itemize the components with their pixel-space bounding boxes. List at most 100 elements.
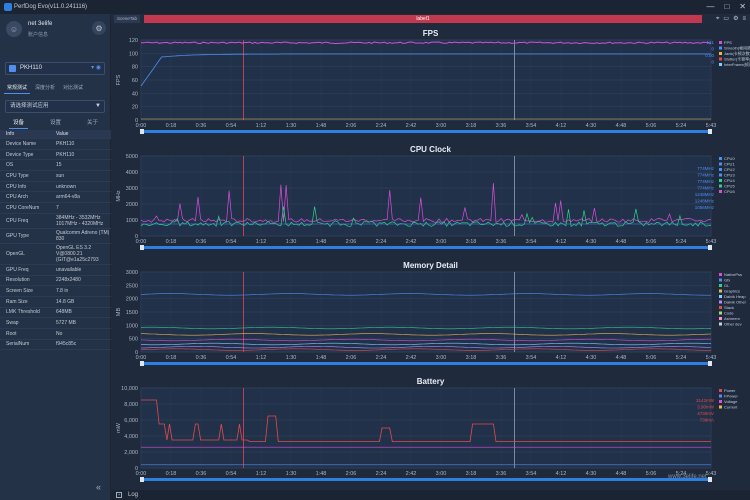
settings-gear-icon[interactable]: ⚙ [92, 21, 106, 35]
series-line [140, 53, 711, 87]
legend-entry: Other dev [724, 322, 742, 327]
app-logo-icon [4, 3, 12, 11]
minimize-button[interactable]: — [706, 2, 715, 11]
tab-settings[interactable]: 设置 [49, 120, 61, 126]
tab-device[interactable]: 设备 [8, 118, 28, 129]
x-tick-label: 4:30 [586, 123, 597, 129]
info-value: PKH110 [56, 151, 75, 158]
tab-compare-test[interactable]: 对比测试 [63, 85, 84, 91]
legend-entry: Gfx [724, 278, 730, 283]
caret-down-icon: ▼ [95, 103, 101, 109]
chart-title: CPU Clock [410, 145, 451, 154]
legend-entry: Dalvik Other [724, 300, 747, 305]
table-row: Device Type PKH110 [0, 150, 111, 161]
table-row: Screen Size 7.8 in [0, 286, 111, 297]
info-tabs: 设备 设置 关于 [0, 118, 111, 129]
info-key: OS [6, 162, 14, 169]
label-tab[interactable]: label1 [144, 15, 702, 23]
x-tick-label: 3:36 [496, 355, 507, 361]
x-tick-label: 0:54 [226, 123, 237, 129]
info-key: Resolution [6, 277, 30, 284]
list-icon[interactable]: ≡ [742, 16, 746, 22]
account-info-link[interactable]: 账户信息 [28, 32, 49, 38]
legend-swatch [719, 394, 722, 398]
y-tick-label: 2000 [126, 202, 138, 208]
info-key: CPU Arch [6, 194, 28, 201]
current-value-label: 1056MHz [695, 205, 715, 210]
x-tick-label: 1:48 [316, 239, 327, 245]
chart-title: Battery [416, 377, 445, 386]
info-value: unavailable [56, 266, 82, 273]
series-line [140, 348, 711, 351]
table-row: OS 15 [0, 160, 111, 172]
series-line [140, 293, 711, 296]
sidebar: ☺ net 3elife 账户信息 ⚙ PKH110 ▾ ◉ 常规测试 深度分析… [0, 14, 111, 500]
x-tick-label: 4:12 [556, 355, 567, 361]
tab-deep-analysis[interactable]: 深度分析 [35, 85, 56, 91]
x-tick-label: 1:30 [286, 123, 297, 129]
legend-entry: CPU3 [724, 173, 735, 178]
series-line [140, 342, 712, 346]
log-toggle-checkbox[interactable]: + [116, 492, 122, 498]
legend-swatch [719, 168, 722, 171]
scene-tab[interactable]: SceneTab [114, 15, 140, 23]
x-tick-label: 2:42 [406, 355, 417, 361]
title-bar: PerfDog Evo(v11.0.241116) — □ ✕ [0, 0, 750, 14]
time-range-slider [141, 362, 711, 365]
info-value: arm64-v8a [56, 194, 80, 201]
x-tick-label: 5:24 [676, 123, 687, 129]
x-tick-label: 3:00 [436, 471, 447, 477]
log-label[interactable]: Log [128, 492, 139, 498]
collapse-sidebar-icon[interactable]: « [96, 482, 102, 492]
legend-swatch [719, 63, 722, 66]
tab-about[interactable]: 关于 [86, 120, 98, 126]
x-tick-label: 4:12 [556, 123, 567, 129]
y-axis-label: mW [116, 422, 122, 433]
info-key: CPU Freq [6, 217, 29, 224]
range-handle-right [708, 245, 712, 250]
legend-swatch [719, 57, 722, 61]
legend-entry: Jank(卡顿次数) [724, 50, 750, 56]
info-value: PKH110 [56, 140, 75, 147]
x-tick-label: 4:48 [616, 239, 627, 245]
info-value: sun [56, 172, 65, 179]
watermark: www.3elife.net [668, 474, 707, 480]
y-tick-label: 1000 [126, 218, 138, 224]
y-tick-label: 1500 [126, 310, 138, 316]
x-tick-label: 2:42 [406, 471, 417, 477]
x-tick-label: 1:48 [316, 471, 327, 477]
close-button[interactable]: ✕ [739, 2, 746, 11]
legend-swatch [719, 41, 722, 44]
table-row: Device Name PKH110 [0, 139, 111, 150]
location-icon[interactable]: ⌖ [716, 16, 720, 22]
legend-swatch [719, 273, 722, 276]
legend-swatch [719, 173, 722, 177]
app-select[interactable]: 请选择测试应用 ▼ [5, 100, 105, 113]
x-tick-label: 0:54 [226, 471, 237, 477]
device-select[interactable]: PKH110 ▾ ◉ [5, 62, 105, 75]
chart-svg: 0 20 40 60 80 100 120 FPS 0:00 0:18 0:36 0:54 1:12 1:… [116, 38, 750, 134]
avatar[interactable]: ☺ [6, 21, 22, 37]
current-value-label: 0.00 [705, 53, 714, 58]
legend-swatch [719, 400, 722, 403]
current-value-label: 4730mV [697, 411, 714, 416]
info-value: 2248x2480 [56, 277, 81, 284]
y-tick-label: 0 [135, 350, 138, 356]
time-range-slider [141, 130, 711, 133]
legend-entry: InterFrame(帧间隔) [724, 61, 750, 67]
gear-icon[interactable]: ⚙ [733, 16, 739, 22]
window-title: PerfDog Evo(v11.0.241116) [14, 4, 88, 10]
x-tick-label: 1:12 [256, 239, 267, 245]
y-tick-label: 6,000 [124, 418, 138, 424]
info-key: Screen Size [6, 288, 33, 295]
display-icon[interactable]: ▭ [723, 16, 730, 22]
legend-entry: Current [724, 405, 738, 410]
tab-normal-test[interactable]: 常规测试 [4, 82, 31, 94]
current-value-label: 774MHz [697, 173, 715, 178]
x-tick-label: 5:06 [646, 471, 657, 477]
range-handle-right [708, 477, 712, 482]
x-tick-label: 0:54 [226, 239, 237, 245]
range-handle-right [708, 361, 712, 366]
info-value: 14.8 GB [56, 298, 75, 305]
maximize-button[interactable]: □ [724, 2, 730, 11]
